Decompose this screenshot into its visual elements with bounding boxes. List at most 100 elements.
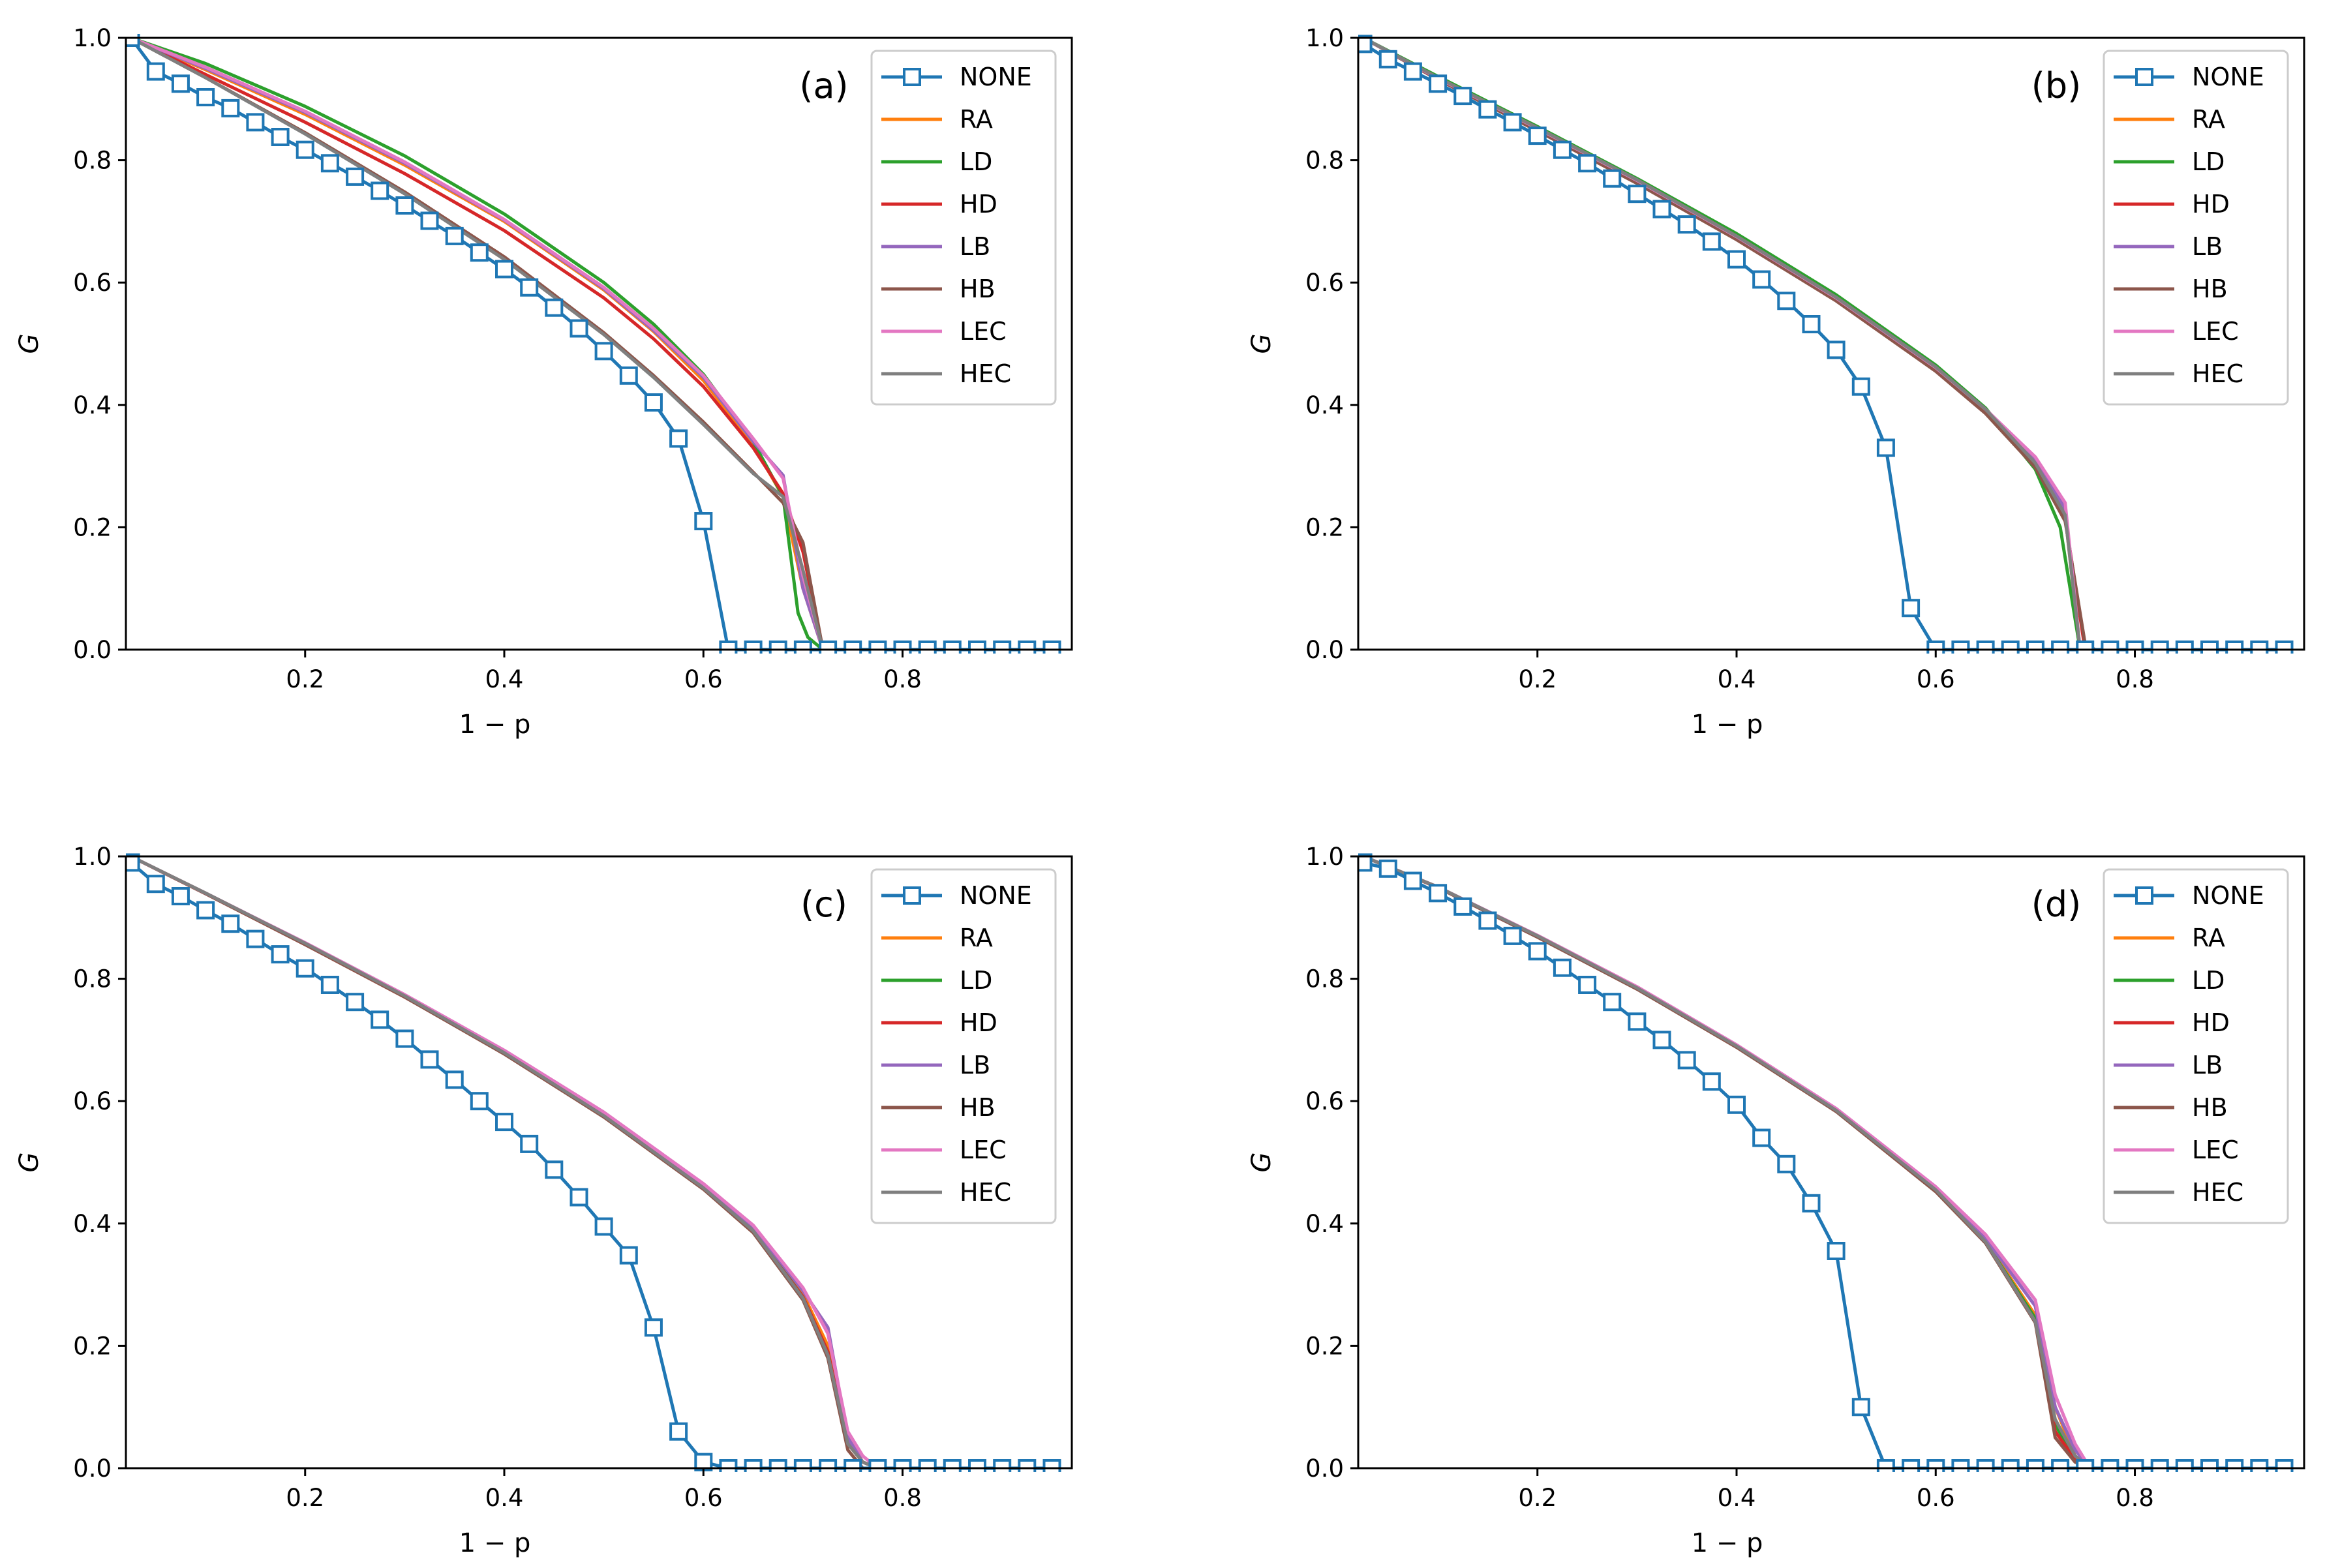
y-tick-label: 1.0 [73,843,112,871]
legend-item-lb: LB [2114,1051,2223,1079]
legend-label: NONE [960,63,1032,91]
x-tick-label: 0.8 [2116,1484,2154,1512]
data-point-none [1851,377,1870,396]
data-point-none [520,278,539,297]
data-point-none [196,901,215,920]
y-tick-label: 0.2 [1305,513,1344,541]
legend-item-hb: HB [881,275,995,303]
y-tick-label: 1.0 [1305,843,1344,871]
y-tick-label: 0.4 [1305,1210,1344,1238]
y-tick-label: 0.2 [73,1332,112,1360]
legend-item-hd: HD [881,1008,997,1037]
data-point-none [1876,438,1895,457]
data-point-none [470,243,489,262]
series-line-hd [1361,36,2097,652]
data-point-none [1802,1194,1821,1213]
x-tick-label: 0.2 [286,1484,324,1512]
legend-item-ra: RA [881,105,993,134]
y-tick-label: 0.4 [1305,391,1344,419]
data-point-none [1677,1051,1696,1070]
x-tick-label: 0.4 [1718,665,1756,693]
y-tick-label: 0.8 [73,965,112,993]
x-tick-label: 0.2 [1518,1484,1557,1512]
data-point-none [1851,1398,1870,1417]
x-tick-label: 0.6 [684,1484,723,1512]
data-point-none [1528,127,1547,145]
legend-item-none: NONE [881,881,1032,910]
legend-marker [2135,68,2153,86]
legend-marker [903,886,921,905]
data-point-none [1378,50,1397,68]
series-line-ra [129,36,825,652]
legend-box [2103,868,2289,1224]
y-tick-label: 0.0 [73,636,112,664]
legend-item-ld: LD [2114,966,2225,995]
data-point-none [1429,74,1448,93]
legend-item-hec: HEC [2114,359,2243,388]
series-line-hd [1361,854,2092,1470]
data-point-none [371,181,389,200]
y-axis-label: G [14,1153,44,1173]
legend-label: RA [2192,924,2225,952]
data-point-none [1827,340,1846,359]
legend-item-lec: LEC [881,317,1007,346]
data-point-none [1503,113,1522,132]
legend-label: LD [960,147,992,176]
series-line-hb [129,36,825,652]
series-line-hb [1361,854,2092,1470]
legend-label: HB [960,1093,995,1122]
series-line-lec [129,854,879,1470]
data-point-none [1628,1012,1647,1031]
legend-label: LD [2192,966,2225,995]
series-line-lb [1361,854,2092,1470]
y-tick-label: 0.6 [1305,1087,1344,1115]
data-point-none [246,929,265,948]
y-tick-label: 0.0 [1305,1455,1344,1483]
data-point-none [694,512,713,530]
y-tick-label: 0.6 [73,1087,112,1115]
data-point-none [420,211,439,230]
data-point-none [320,154,339,173]
data-point-none [1403,871,1422,890]
data-point-none [196,88,215,106]
y-axis-label: G [1247,334,1277,354]
x-tick-label: 0.8 [2116,665,2154,693]
y-tick-label: 0.6 [73,269,112,297]
data-point-none [619,366,638,385]
data-point-none [1603,993,1622,1012]
data-point-none [669,1422,688,1441]
data-point-none [1478,100,1497,119]
data-point-none [594,1217,613,1236]
series-line-ra [1361,854,2092,1470]
legend-item-ld: LD [881,147,992,176]
series-line-lec [1361,854,2092,1470]
x-tick-label: 0.4 [485,665,524,693]
legend-label: NONE [960,881,1032,910]
data-point-none [320,976,339,994]
series-line-hec [129,36,825,652]
legend-label: HEC [960,1178,1011,1207]
data-point-none [146,875,165,894]
legend-label: HB [2192,1093,2228,1122]
data-point-none [445,226,464,245]
y-tick-label: 1.0 [1305,24,1344,52]
data-point-none [545,298,564,317]
x-tick-label: 0.4 [485,1484,524,1512]
legend-label: LEC [2192,1136,2239,1164]
series-line-lb [129,854,879,1470]
y-tick-label: 0.8 [1305,147,1344,175]
x-tick-label: 0.6 [1917,665,1955,693]
data-point-none [1358,35,1373,53]
legend-item-hd: HD [2114,190,2230,219]
series-line-ld [1361,854,2092,1470]
data-point-none [495,1113,513,1132]
plot-area [1358,853,2294,1472]
data-point-none [644,393,663,412]
x-tick-label: 0.2 [286,665,324,693]
legend-marker [2135,886,2153,905]
data-point-none [1702,232,1721,251]
series-line-hec [129,854,879,1470]
data-point-none [520,1134,539,1153]
legend-item-lb: LB [881,232,990,261]
x-tick-label: 0.8 [883,665,922,693]
